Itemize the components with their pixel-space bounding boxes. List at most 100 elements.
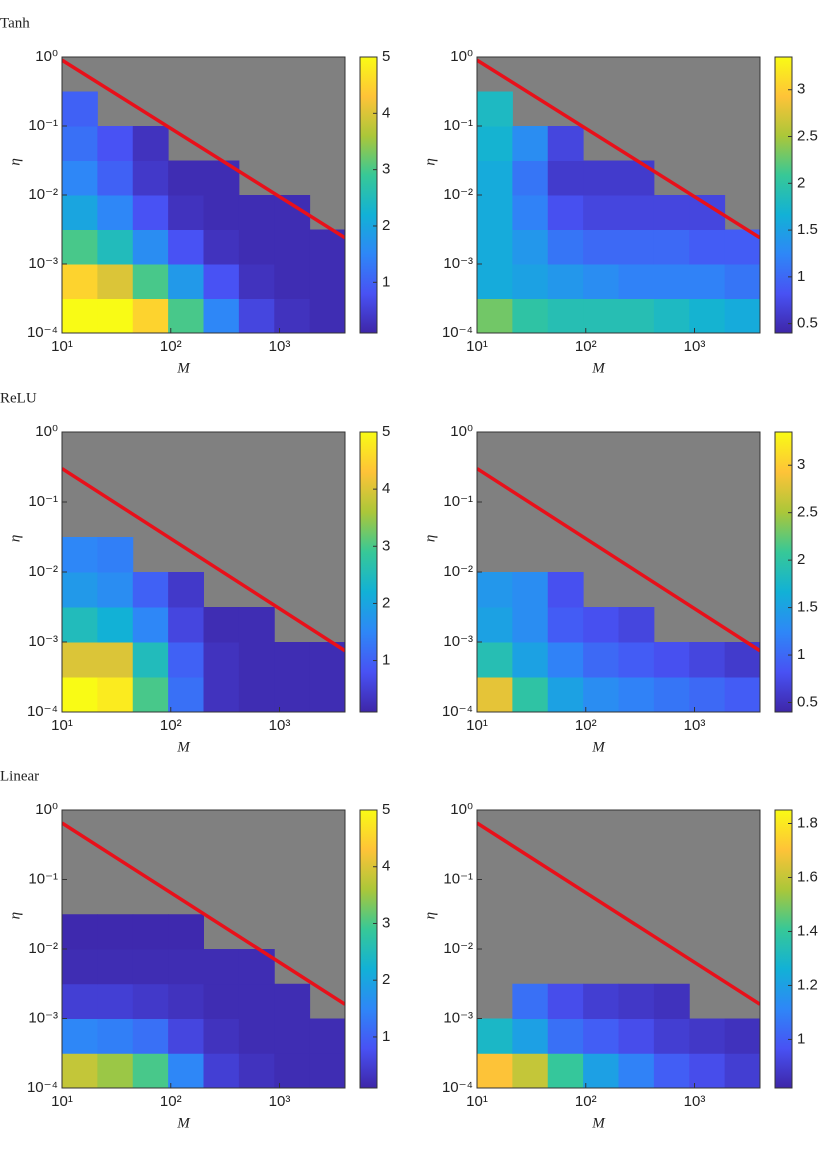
heat-cell: [689, 1053, 726, 1089]
heat-cell: [274, 298, 311, 334]
heat-cell: [547, 126, 584, 161]
heat-cell: [238, 983, 275, 1019]
heat-cell: [132, 642, 169, 678]
heat-cell: [97, 677, 134, 713]
heat-cell: [547, 572, 584, 608]
x-tick-label: 10²: [160, 338, 182, 355]
heat-cell: [689, 677, 726, 713]
heat-cell: [203, 195, 240, 230]
threshold-line: [477, 467, 760, 653]
x-tick-label: 10²: [575, 1093, 597, 1110]
y-tick-label: 10⁰: [450, 801, 473, 818]
heat-cell: [97, 607, 134, 643]
heat-cell: [512, 126, 549, 161]
heat-cell: [689, 298, 726, 334]
colorbar: [359, 431, 378, 713]
y-axis-label: η: [7, 158, 23, 165]
heat-cell: [618, 264, 655, 299]
colorbar-tick-label: 1: [382, 273, 390, 290]
heat-cell: [512, 607, 549, 643]
heat-cell: [62, 1053, 98, 1089]
heat-cell: [477, 298, 513, 334]
heat-cell: [618, 195, 655, 230]
heat-cell: [618, 642, 655, 678]
heat-cell: [203, 607, 240, 643]
y-tick-label: 10⁻⁴: [27, 703, 58, 720]
heat-cell: [618, 677, 655, 713]
heat-cell: [97, 1018, 134, 1054]
heat-cell: [583, 195, 619, 230]
y-tick-label: 10⁻²: [443, 940, 473, 957]
heat-cell: [62, 298, 98, 334]
y-tick-label: 10⁻³: [28, 633, 58, 650]
heat-cell: [512, 1018, 549, 1054]
heat-cell: [132, 607, 169, 643]
colorbar: [774, 431, 793, 713]
heat-cell: [653, 1018, 690, 1054]
y-axis-label: η: [422, 912, 438, 919]
heat-cell: [477, 126, 513, 161]
heat-cell: [62, 126, 98, 161]
x-axis-label: M: [591, 739, 606, 755]
colorbar-tick-label: 5: [382, 48, 390, 65]
x-tick-label: 10²: [160, 1093, 182, 1110]
heat-cell: [512, 160, 549, 196]
heat-cell: [618, 160, 655, 196]
y-tick-label: 10⁻⁴: [442, 324, 473, 341]
heat-cell: [689, 1018, 726, 1054]
panel-title: Tanh: [0, 15, 30, 31]
heat-cell: [132, 160, 169, 196]
x-tick-label: 10³: [684, 338, 706, 355]
colorbar-tick-label: 1: [382, 1028, 390, 1045]
heat-cell: [477, 607, 513, 643]
heat-cell: [618, 983, 655, 1019]
heat-cell: [512, 983, 549, 1019]
heat-cell: [132, 949, 169, 985]
x-tick-label: 10³: [269, 338, 291, 355]
heat-cell: [583, 160, 619, 196]
heat-cell: [547, 264, 584, 299]
heat-cell: [168, 983, 204, 1019]
heat-cell: [309, 1053, 346, 1089]
heat-cell: [547, 607, 584, 643]
heat-cell: [168, 229, 204, 265]
heat-cell: [583, 298, 619, 334]
heat-cell: [477, 642, 513, 678]
x-tick-label: 10³: [684, 1093, 706, 1110]
heat-cell: [274, 677, 311, 713]
y-tick-label: 10⁻²: [28, 940, 58, 957]
heat-cell: [724, 1018, 761, 1054]
heat-cell: [238, 1053, 275, 1089]
y-tick-label: 10⁻²: [28, 563, 58, 580]
heat-cell: [203, 229, 240, 265]
heat-cell: [653, 983, 690, 1019]
x-tick-label: 10³: [684, 717, 706, 734]
y-tick-label: 10⁻³: [443, 1009, 473, 1026]
heat-cell: [97, 264, 134, 299]
heat-cell: [547, 1053, 584, 1089]
colorbar-tick-label: 3: [382, 914, 390, 931]
heat-cell: [168, 1053, 204, 1089]
heat-cell: [62, 1018, 98, 1054]
colorbar-tick-label: 3: [797, 456, 805, 473]
heat-cell: [689, 264, 726, 299]
y-tick-label: 10⁻¹: [28, 493, 58, 510]
heat-cell: [132, 264, 169, 299]
heat-cell: [547, 160, 584, 196]
heat-cell: [512, 264, 549, 299]
heat-cell: [274, 1018, 311, 1054]
colorbar-tick-label: 0.5: [797, 693, 818, 710]
y-tick-label: 10⁻²: [28, 186, 58, 203]
heat-cell: [168, 160, 204, 196]
heat-cell: [168, 914, 204, 950]
heat-cell: [97, 642, 134, 678]
panel-title: ReLU: [0, 390, 37, 406]
colorbar-tick-label: 3: [382, 537, 390, 554]
heat-cell: [97, 160, 134, 196]
y-axis-label: η: [7, 912, 23, 919]
heat-cell: [238, 642, 275, 678]
heat-cell: [512, 229, 549, 265]
heat-cell: [547, 229, 584, 265]
x-tick-label: 10¹: [51, 1093, 73, 1110]
x-axis-label: M: [591, 360, 606, 376]
